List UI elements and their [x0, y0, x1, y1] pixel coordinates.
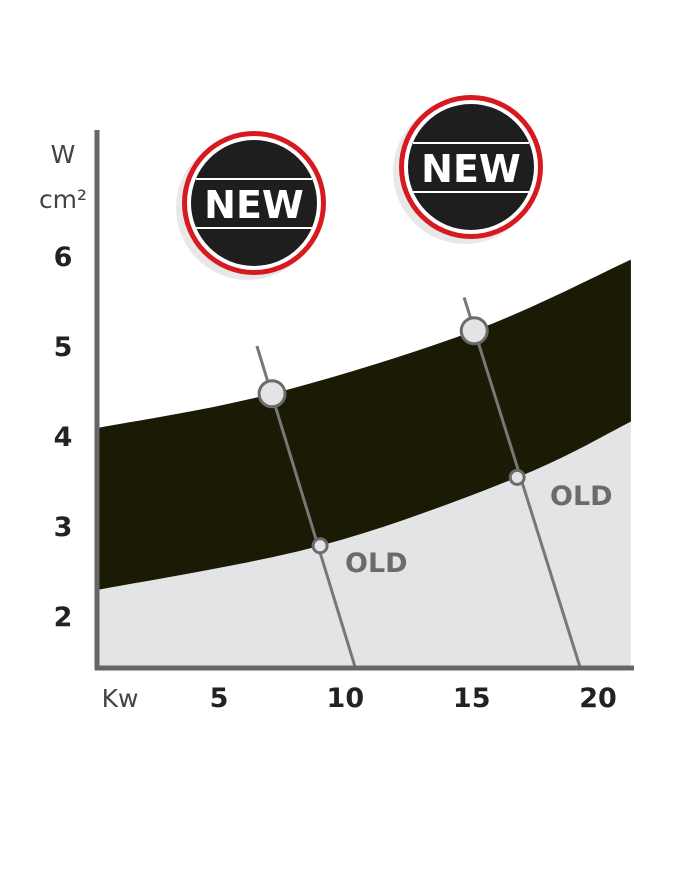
- new-point-2: [459, 316, 489, 346]
- old-label-2: OLD: [550, 481, 613, 512]
- old-point-1: [311, 537, 329, 555]
- new-badge-2-label: NEW: [421, 147, 521, 191]
- x-tick-label: 5: [210, 683, 229, 714]
- new-point-1: [257, 379, 287, 409]
- y-tick-label: 2: [54, 602, 73, 633]
- x-tick-label: 20: [579, 683, 617, 714]
- new-badge-1: NEW: [176, 131, 326, 280]
- y-tick-label: 5: [54, 332, 73, 363]
- x-tick-label: 15: [453, 683, 491, 714]
- new-badge-2: NEW: [393, 95, 543, 244]
- new-band-area: [97, 259, 631, 590]
- old-point-2: [508, 468, 526, 486]
- x-tick-label: 10: [327, 683, 365, 714]
- y-tick-label: 6: [54, 242, 73, 273]
- new-badge-1-label: NEW: [204, 183, 304, 227]
- y-tick-label: 4: [54, 422, 73, 453]
- below-band-area: [97, 421, 631, 668]
- old-label-1: OLD: [345, 548, 408, 579]
- y-axis-label-w: W: [51, 140, 76, 169]
- y-axis-label-cm2: cm²: [39, 185, 87, 214]
- x-axis-label: Kw: [102, 684, 139, 713]
- y-tick-label: 3: [54, 512, 73, 543]
